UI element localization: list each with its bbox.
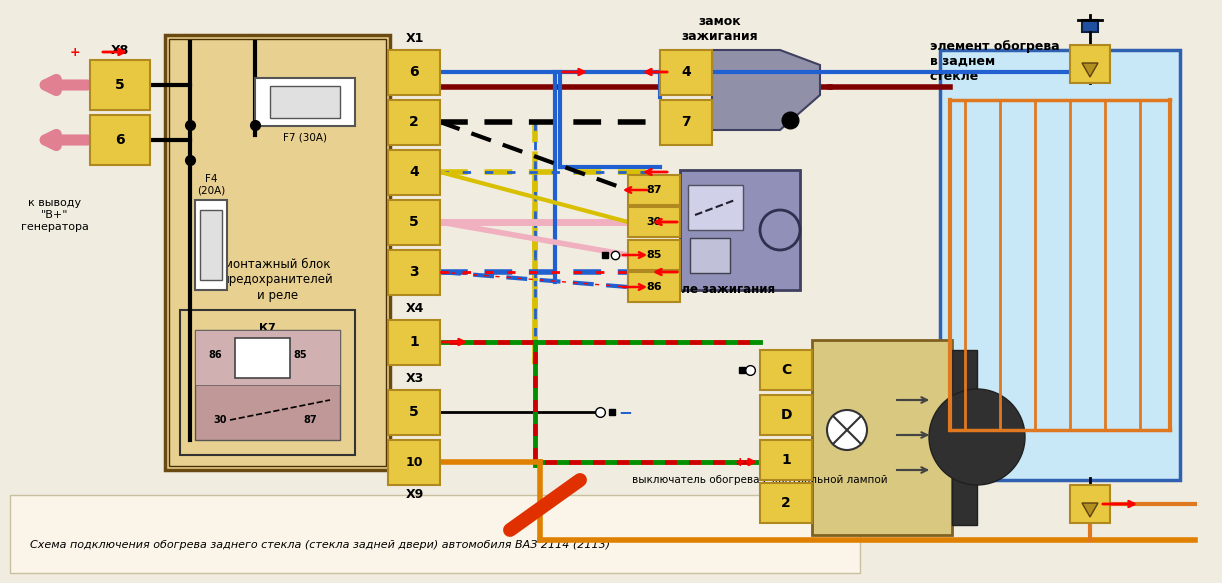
Bar: [235, 338, 290, 378]
Bar: [169, 39, 386, 466]
Text: 87: 87: [646, 185, 662, 195]
Bar: [389, 320, 440, 365]
Text: D: D: [781, 408, 792, 422]
Bar: [628, 272, 679, 302]
Text: к выводу
"В+"
генератора: к выводу "В+" генератора: [21, 198, 89, 231]
Text: X8: X8: [111, 44, 130, 57]
Bar: [90, 115, 150, 165]
Bar: [760, 395, 811, 435]
Bar: [180, 310, 356, 455]
Bar: [196, 330, 340, 385]
Text: X1: X1: [406, 31, 424, 44]
Text: 7: 7: [681, 115, 690, 129]
Bar: [1070, 45, 1110, 83]
Bar: [628, 207, 679, 237]
Text: К7: К7: [259, 323, 276, 333]
Text: замок
зажигания: замок зажигания: [682, 15, 759, 43]
Text: 4: 4: [409, 166, 419, 180]
Text: 85: 85: [293, 350, 307, 360]
Text: 1: 1: [409, 335, 419, 349]
Bar: [1081, 20, 1099, 32]
Text: 3: 3: [409, 265, 419, 279]
Text: 2: 2: [781, 496, 791, 510]
Bar: [255, 78, 356, 126]
Text: 10: 10: [406, 456, 423, 469]
Bar: [660, 50, 712, 95]
Bar: [389, 200, 440, 245]
Polygon shape: [1081, 63, 1099, 77]
Bar: [389, 250, 440, 295]
Text: 6: 6: [115, 133, 125, 147]
Text: +: +: [70, 45, 81, 58]
Text: −: −: [618, 403, 632, 421]
Text: 1: 1: [781, 453, 791, 467]
Bar: [389, 440, 440, 485]
Bar: [688, 185, 743, 230]
Bar: [196, 200, 227, 290]
Bar: [165, 35, 390, 470]
Bar: [760, 440, 811, 480]
Text: X4: X4: [406, 301, 424, 314]
Bar: [90, 60, 150, 110]
Polygon shape: [712, 50, 820, 130]
Text: монтажный блок
предохранителей
и реле: монтажный блок предохранителей и реле: [221, 258, 334, 301]
Text: +: +: [734, 455, 745, 469]
Text: 85: 85: [646, 250, 661, 260]
Text: выключатель обогрева с контрольной лампой: выключатель обогрева с контрольной лампо…: [632, 475, 888, 485]
Bar: [628, 240, 679, 270]
Bar: [660, 100, 712, 145]
Bar: [389, 50, 440, 95]
Text: 30: 30: [214, 415, 227, 425]
Circle shape: [929, 389, 1025, 485]
Text: F4
(20А): F4 (20А): [197, 174, 225, 196]
Text: 87: 87: [303, 415, 316, 425]
Bar: [389, 150, 440, 195]
Bar: [196, 330, 340, 440]
Text: 30: 30: [646, 217, 661, 227]
Text: реле зажигания: реле зажигания: [665, 283, 775, 297]
Text: 2: 2: [409, 115, 419, 129]
Circle shape: [827, 410, 866, 450]
Bar: [760, 350, 811, 390]
Bar: [679, 170, 800, 290]
Bar: [940, 50, 1180, 480]
Bar: [10, 495, 860, 573]
Text: Схема подключения обогрева заднего стекла (стекла задней двери) автомобиля ВАЗ 2: Схема подключения обогрева заднего стекл…: [31, 540, 610, 550]
Bar: [389, 100, 440, 145]
Bar: [760, 483, 811, 523]
Text: F7 (30А): F7 (30А): [284, 133, 327, 143]
Text: C: C: [781, 363, 791, 377]
Polygon shape: [1081, 503, 1099, 517]
Bar: [1070, 485, 1110, 523]
Text: элемент обогрева
в заднем
стекле: элемент обогрева в заднем стекле: [930, 40, 1059, 83]
Text: 4: 4: [681, 65, 690, 79]
Text: 86: 86: [646, 282, 662, 292]
Bar: [389, 390, 440, 435]
Bar: [200, 210, 222, 280]
Text: 6: 6: [409, 65, 419, 79]
Text: X3: X3: [406, 371, 424, 385]
Text: 86: 86: [208, 350, 222, 360]
Text: 5: 5: [409, 216, 419, 230]
Bar: [952, 350, 978, 525]
Text: 5: 5: [115, 78, 125, 92]
Bar: [270, 86, 340, 118]
Text: X9: X9: [406, 489, 424, 501]
Text: 5: 5: [409, 406, 419, 420]
Bar: [811, 340, 952, 535]
Bar: [628, 175, 679, 205]
Bar: [690, 238, 730, 273]
